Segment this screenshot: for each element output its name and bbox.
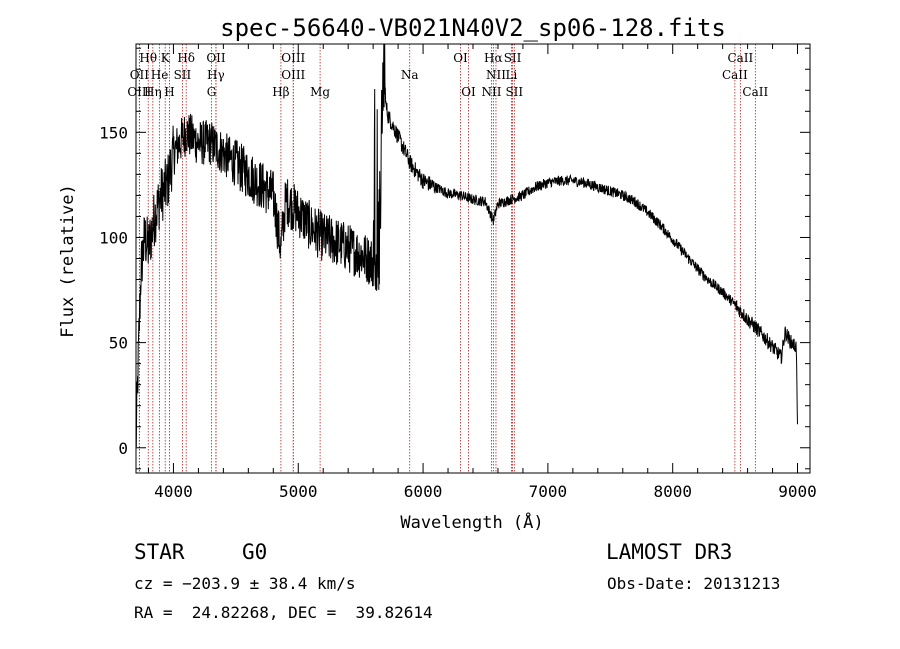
plot-frame (135, 43, 811, 474)
spectral-line-label: SII (174, 68, 192, 82)
x-tick-label: 4000 (154, 482, 193, 501)
spectral-line-label: OIII (281, 51, 305, 65)
object-class: STAR (134, 540, 185, 564)
survey-name: LAMOST DR3 (606, 540, 733, 564)
spectral-line-label: Hδ (177, 51, 195, 65)
spectral-line-label: H (164, 85, 174, 99)
spectral-line-label: K (161, 51, 171, 65)
spectral-line-label: OI (453, 51, 468, 65)
spectral-line-label: CaII (722, 68, 748, 82)
x-tick-label: 9000 (778, 482, 817, 501)
spectral-line-label: CaII (727, 51, 753, 65)
chart-title: spec-56640-VB021N40V2_sp06-128.fits (220, 14, 726, 42)
spectral-line-label: OIII (127, 85, 151, 99)
spectral-line-label: OIII (281, 68, 305, 82)
spectral-line-label: Hα (484, 51, 503, 65)
spectral-line-label: Mg (310, 85, 330, 99)
x-tick-label: 8000 (653, 482, 692, 501)
y-tick-label: 100 (99, 228, 128, 247)
spectral-line-label: SII (505, 85, 523, 99)
spectral-line-label: He (151, 68, 169, 82)
spectral-line-label: Hγ (207, 68, 225, 82)
spectrum-line (135, 43, 798, 448)
y-tick-label: 0 (118, 439, 128, 458)
object-subclass: G0 (242, 540, 268, 564)
spectral-line-label: OII (130, 68, 150, 82)
spectral-line-label: OII (206, 51, 226, 65)
x-tick-label: 5000 (279, 482, 318, 501)
spectral-line-label: NII (481, 85, 501, 99)
spectrum-series (135, 43, 798, 448)
x-axis-label: Wavelength (Å) (400, 511, 543, 533)
spectral-line-label: OI (461, 85, 476, 99)
spectral-line-label: G (207, 85, 217, 99)
spectral-line-markers (138, 44, 756, 473)
spectral-line-label: Hβ (272, 85, 289, 99)
spectral-line-label: Na (401, 68, 419, 82)
spectral-line-label: Hη (144, 85, 162, 99)
x-tick-label: 6000 (404, 482, 443, 501)
spectral-line-label: Li (506, 68, 518, 82)
spectral-line-label: Hθ (139, 51, 157, 65)
spectral-line-label: SII (504, 51, 522, 65)
y-tick-label: 50 (109, 334, 128, 353)
spectral-line-label: NII (486, 68, 506, 82)
axis-ticks: 4000 5000 6000 7000 8000 9000 0 50 100 150 (99, 44, 817, 501)
y-axis-label: Flux (relative) (58, 184, 78, 338)
x-tick-label: 7000 (529, 482, 568, 501)
observation-date: Obs-Date: 20131213 (607, 574, 781, 593)
spectral-line-label: CaII (742, 85, 768, 99)
coordinates: RA = 24.82268, DEC = 39.82614 (134, 603, 433, 622)
y-tick-label: 150 (99, 123, 128, 142)
redshift-cz: cz = −203.9 ± 38.4 km/s (134, 574, 356, 593)
